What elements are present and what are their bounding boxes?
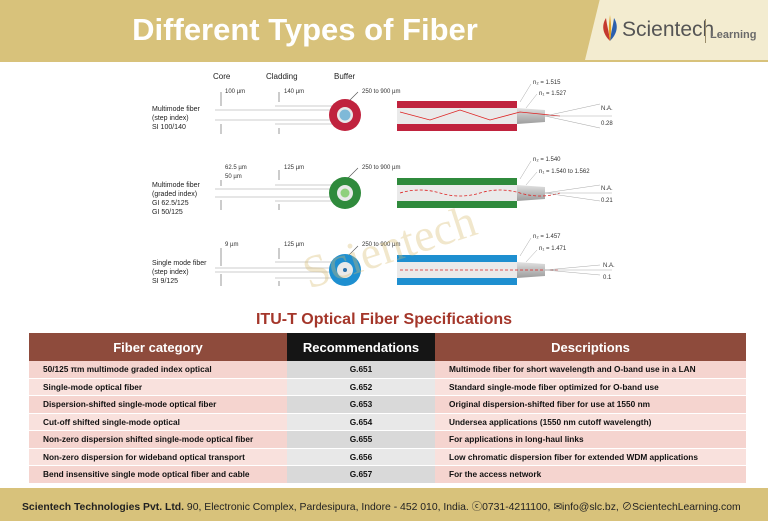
fiber-name-line: Single mode fiber bbox=[152, 260, 207, 267]
cladding-dimension: 125 µm bbox=[284, 242, 304, 248]
buffer-column-label: Buffer bbox=[334, 72, 356, 81]
cell-category: Non-zero dispersion for wideband optical… bbox=[29, 448, 287, 466]
page-title: Different Types of Fiber bbox=[132, 12, 478, 47]
na-value: 0.1 bbox=[603, 275, 612, 281]
table-row: 50/125 πm multimode graded index optical… bbox=[29, 361, 746, 379]
scientech-logo-icon bbox=[603, 15, 617, 41]
footer-phone[interactable]: ⓒ0731-4211100, bbox=[471, 502, 551, 513]
cladding-dimension: 125 µm bbox=[284, 165, 304, 171]
cell-recommendation: G.651 bbox=[287, 361, 435, 379]
footer-contact: Scientech Technologies Pvt. Ltd. 90, Ele… bbox=[22, 498, 741, 513]
cell-description: Original dispersion-shifted fiber for us… bbox=[435, 395, 746, 414]
fiber-name-line: (graded index) bbox=[152, 191, 197, 198]
cladding-dimension: 140 µm bbox=[284, 89, 304, 95]
table-row: Bend insensitive single mode optical fib… bbox=[29, 465, 746, 484]
table-row: Dispersion-shifted single-mode optical f… bbox=[29, 395, 746, 414]
cell-recommendation: G.652 bbox=[287, 378, 435, 396]
spec-title: ITU-T Optical Fiber Specifications bbox=[255, 311, 513, 328]
na-label: N.A. bbox=[601, 106, 613, 112]
n2-label: n₂ = 1.540 bbox=[533, 157, 561, 163]
buffer-dimension: 250 to 900 µm bbox=[362, 89, 400, 95]
cell-description: Standard single-mode fiber optimized for… bbox=[435, 378, 746, 396]
table-row: Cut-off shifted single-mode optical G.65… bbox=[29, 413, 746, 431]
n2-label: n₂ = 1.457 bbox=[533, 234, 561, 240]
fiber-name-line: SI 100/140 bbox=[152, 124, 186, 131]
cell-recommendation: G.657 bbox=[287, 465, 435, 484]
col-header-category: Fiber category bbox=[29, 333, 287, 361]
na-value: 0.21 bbox=[601, 198, 613, 204]
na-label: N.A. bbox=[603, 263, 615, 269]
core-dimension: 100 µm bbox=[225, 89, 245, 95]
cell-category: Dispersion-shifted single-mode optical f… bbox=[29, 395, 287, 414]
buffer-dimension: 250 to 900 µm bbox=[362, 165, 400, 171]
col-header-recommendations: Recommendations bbox=[287, 333, 435, 361]
cell-category: 50/125 πm multimode graded index optical bbox=[29, 361, 287, 379]
cell-category: Bend insensitive single mode optical fib… bbox=[29, 465, 287, 484]
logo-name: Scientech bbox=[622, 18, 715, 41]
core-column-label: Core bbox=[213, 72, 231, 81]
cell-category: Cut-off shifted single-mode optical bbox=[29, 413, 287, 431]
spec-header-row: Fiber category Recommendations Descripti… bbox=[29, 333, 746, 361]
na-label: N.A. bbox=[601, 186, 613, 192]
col-header-descriptions: Descriptions bbox=[435, 333, 746, 361]
fiber-name-line: GI 50/125 bbox=[152, 209, 183, 216]
core-dimension-alt: 50 µm bbox=[225, 174, 242, 180]
footer-address: 90, Electronic Complex, Pardesipura, Ind… bbox=[184, 502, 469, 513]
fiber-row-multimode-graded: Multimode fiber (graded index) GI 62.5/1… bbox=[152, 157, 613, 216]
fiber-name-line: (step index) bbox=[152, 269, 189, 276]
table-row: Non-zero dispersion shifted single-mode … bbox=[29, 430, 746, 449]
fiber-name-line: (step index) bbox=[152, 115, 189, 122]
buffer-dimension: 250 to 900 µm bbox=[362, 242, 400, 248]
cell-category: Non-zero dispersion shifted single-mode … bbox=[29, 430, 287, 449]
n1-label: n₁ = 1.527 bbox=[539, 91, 567, 97]
fiber-name-line: SI 9/125 bbox=[152, 278, 178, 285]
footer-bar: Scientech Technologies Pvt. Ltd. 90, Ele… bbox=[0, 488, 768, 521]
table-row: Non-zero dispersion for wideband optical… bbox=[29, 448, 746, 466]
logo-subtitle: Learning bbox=[710, 29, 757, 41]
core-dimension: 62.5 µm bbox=[225, 165, 247, 171]
footer-company: Scientech Technologies Pvt. Ltd. bbox=[22, 502, 185, 513]
core-dimension: 9 µm bbox=[225, 242, 238, 248]
footer-email[interactable]: ✉info@slc.bz, bbox=[553, 502, 619, 513]
cell-description: Low chromatic dispersion fiber for exten… bbox=[435, 448, 746, 466]
fiber-row-single-mode: Single mode fiber (step index) SI 9/125 … bbox=[152, 234, 615, 286]
spec-table: Fiber category Recommendations Descripti… bbox=[29, 333, 746, 484]
cell-description: Undersea applications (1550 nm cutoff wa… bbox=[435, 413, 746, 431]
fiber-name-line: GI 62.5/125 bbox=[152, 200, 189, 207]
fiber-diagram: Core Cladding Buffer Multimode fiber (st… bbox=[152, 72, 615, 286]
logo-divider bbox=[705, 19, 706, 43]
fiber-name-line: Multimode fiber bbox=[152, 182, 201, 189]
fiber-name-line: Multimode fiber bbox=[152, 106, 201, 113]
n1-label: n₁ = 1.471 bbox=[539, 246, 567, 252]
n1-label: n₁ = 1.540 to 1.562 bbox=[539, 169, 590, 175]
table-row: Single-mode optical fiber G.652 Standard… bbox=[29, 378, 746, 396]
cell-recommendation: G.654 bbox=[287, 413, 435, 431]
cell-description: For applications in long-haul links bbox=[435, 430, 746, 449]
cell-description: For the access network bbox=[435, 465, 746, 484]
cell-category: Single-mode optical fiber bbox=[29, 378, 287, 396]
cell-recommendation: G.656 bbox=[287, 448, 435, 466]
fiber-row-multimode-step: Multimode fiber (step index) SI 100/140 … bbox=[152, 80, 613, 134]
cell-recommendation: G.655 bbox=[287, 430, 435, 449]
cell-description: Multimode fiber for short wavelength and… bbox=[435, 361, 746, 379]
n2-label: n₂ = 1.515 bbox=[533, 80, 561, 86]
na-value: 0.28 bbox=[601, 121, 613, 127]
cell-recommendation: G.653 bbox=[287, 395, 435, 414]
footer-website[interactable]: ⊘ScientechLearning.com bbox=[621, 502, 741, 513]
cladding-column-label: Cladding bbox=[266, 72, 298, 81]
